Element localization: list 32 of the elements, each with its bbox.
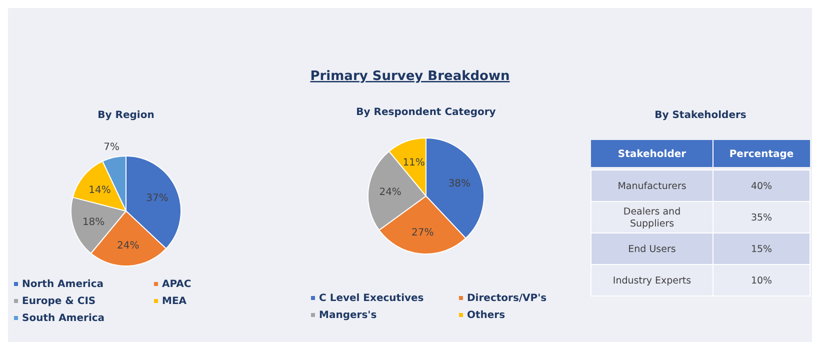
text: Percentage [729, 149, 794, 160]
legend-label: Europe & CIS [22, 296, 96, 307]
chart-subtitle: By Respondent Category [356, 107, 496, 118]
text: 35% [750, 212, 772, 224]
category-label: Manufacturers [618, 181, 686, 192]
data-label: 38% [448, 178, 471, 190]
legend-label: APAC [162, 279, 192, 290]
legend-label: Others [467, 310, 506, 321]
text: 10% [750, 276, 772, 287]
text: 40% [750, 181, 772, 192]
legend-label: Mangers's [319, 310, 377, 321]
data-label: 18% [82, 217, 105, 228]
data-label: 11% [402, 158, 425, 169]
category-label: End Users [628, 244, 676, 256]
text: 15% [750, 244, 772, 256]
chart-title: Primary Survey Breakdown [310, 69, 510, 84]
legend-label: C Level Executives [319, 293, 424, 304]
data-label: 7% [104, 142, 120, 154]
legend-label: MEA [162, 296, 187, 307]
legend-label: North America [22, 279, 104, 290]
category-label: Dealers and Suppliers [623, 206, 681, 230]
text: Stakeholder [618, 149, 686, 160]
category-label: Industry Experts [612, 276, 692, 287]
legend-label: South America [22, 313, 105, 324]
legend-label: Directors/VP's [467, 293, 547, 304]
text: By Stakeholders [654, 110, 746, 121]
chart-title: By Region [98, 110, 154, 121]
data-label: 14% [88, 184, 111, 196]
data-label: 24% [117, 240, 140, 252]
data-label: 27% [412, 227, 434, 238]
data-label: 24% [379, 186, 402, 198]
data-label: 37% [146, 192, 168, 204]
